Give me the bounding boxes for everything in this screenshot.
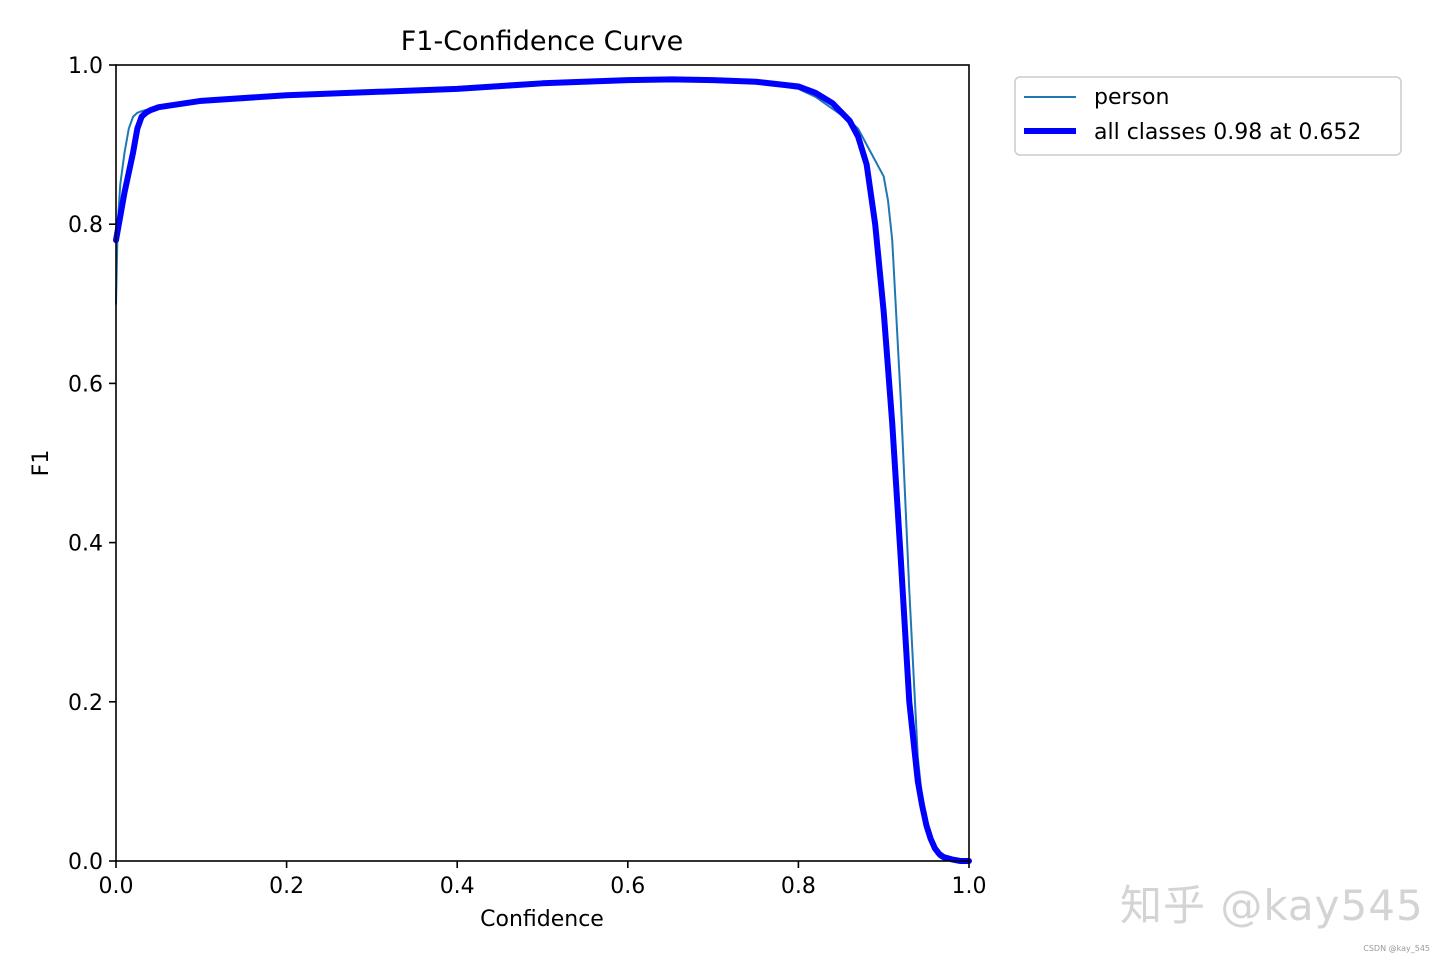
x-tick-label: 0.6 <box>610 874 645 899</box>
series-line-all-classes <box>113 76 972 864</box>
watermark-text: 知乎 @kay545 <box>1120 881 1424 930</box>
y-tick-label: 0.6 <box>68 372 103 397</box>
x-tick-label: 1.0 <box>952 874 987 899</box>
x-axis-ticks: 0.0 0.2 0.4 0.6 0.8 1.0 <box>99 861 987 899</box>
y-tick-label: 0.0 <box>68 850 103 875</box>
series-line-person <box>115 78 970 862</box>
axes-frame <box>115 64 970 862</box>
x-tick-label: 0.8 <box>781 874 816 899</box>
x-axis-label: Confidence <box>480 907 604 932</box>
y-tick-label: 0.4 <box>68 532 103 557</box>
x-tick-label: 0.4 <box>440 874 475 899</box>
chart-title: F1-Confidence Curve <box>401 26 684 57</box>
x-tick-label: 0.0 <box>99 874 134 899</box>
y-axis-ticks: 0.0 0.2 0.4 0.6 0.8 1.0 <box>68 54 116 875</box>
y-tick-label: 1.0 <box>68 54 103 79</box>
legend: person all classes 0.98 at 0.652 <box>1014 76 1402 156</box>
y-tick-label: 0.2 <box>68 691 103 716</box>
watermark-small-text: CSDN @kay_545 <box>1363 944 1430 953</box>
y-axis-label: F1 <box>29 450 54 477</box>
legend-label-all-classes: all classes 0.98 at 0.652 <box>1094 120 1361 145</box>
legend-label-person: person <box>1094 85 1169 110</box>
x-tick-label: 0.2 <box>269 874 304 899</box>
y-tick-label: 0.8 <box>68 213 103 238</box>
legend-box <box>1014 76 1402 156</box>
curves <box>113 76 972 864</box>
